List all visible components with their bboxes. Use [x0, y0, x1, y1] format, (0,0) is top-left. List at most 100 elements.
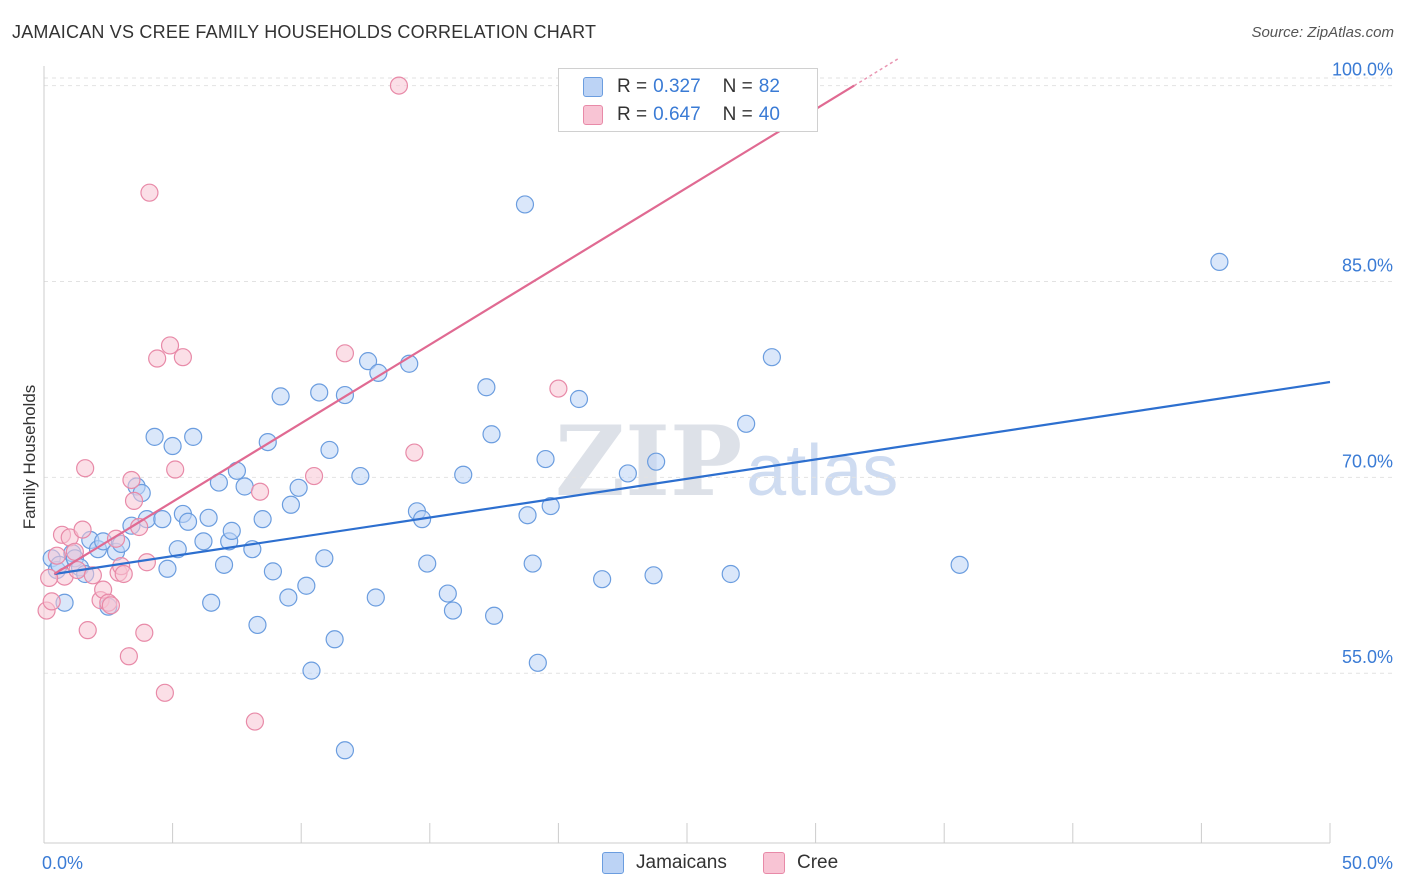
jamaicans-point — [279, 588, 298, 607]
cree-point — [114, 564, 133, 584]
cree-point — [135, 623, 154, 642]
jamaicans-point — [351, 466, 370, 486]
y-tick-label: 85.0% — [1342, 255, 1393, 275]
jamaicans-point — [482, 425, 501, 444]
legend-n-value: 82 — [758, 76, 780, 97]
jamaicans-point — [418, 554, 437, 573]
jamaicans-point — [366, 588, 385, 607]
jamaicans-point — [163, 436, 182, 456]
cree-point — [405, 443, 424, 462]
cree-point — [140, 183, 159, 202]
jamaicans-point — [593, 570, 612, 589]
jamaicans-point — [168, 540, 187, 559]
legend-item-cree[interactable]: Cree — [763, 852, 838, 874]
jamaicans-point — [485, 606, 504, 625]
cree-point — [119, 647, 138, 666]
cree-point — [148, 349, 167, 368]
jamaicans-point — [235, 477, 254, 496]
jamaicans-point — [320, 440, 339, 460]
jamaicans-point — [523, 554, 542, 573]
jamaicans-point — [443, 601, 463, 620]
jamaicans-point — [644, 566, 663, 585]
jamaicans-point — [536, 449, 555, 469]
tick-labels: 55.0% 70.0% 85.0% 100.0% 0.0% 50.0% — [42, 60, 1393, 873]
cree-point — [155, 683, 174, 702]
y-axis-label: Family Households — [20, 385, 39, 530]
jamaicans-point — [515, 195, 535, 214]
y-tick-label: 100.0% — [1332, 60, 1393, 80]
cree-points — [37, 76, 568, 731]
legend-item-jamaicans[interactable]: Jamaicans — [602, 852, 727, 874]
jamaicans-point — [263, 562, 283, 581]
cree-point — [124, 491, 144, 510]
legend-r-label: R = — [617, 76, 648, 97]
cree-trend-extension — [853, 58, 899, 87]
cree-swatch — [763, 852, 785, 874]
cree-point — [76, 459, 95, 478]
jamaicans-point — [569, 389, 589, 409]
cree-point — [122, 470, 141, 490]
jamaicans-point — [158, 559, 177, 578]
jamaicans-point — [297, 576, 316, 595]
legend-row-jamaicans: R = 0.327 N = 82 — [583, 73, 780, 101]
y-tick-label: 70.0% — [1342, 451, 1393, 471]
cree-point — [101, 596, 120, 615]
jamaicans-point — [647, 452, 666, 471]
jamaicans-point — [737, 414, 756, 433]
legend-row-cree: R = 0.647 N = 40 — [583, 101, 780, 129]
axes — [43, 66, 1331, 844]
correlation-legend: R = 0.327 N = 82 R = 0.647 N = 40 — [558, 68, 818, 132]
legend-n-value: 40 — [758, 104, 780, 125]
cree-point — [250, 482, 270, 501]
jamaicans-point — [253, 510, 272, 529]
jamaicans-point — [454, 465, 473, 484]
jamaicans-point — [950, 555, 969, 574]
jamaicans-trend-line — [54, 380, 1331, 576]
jamaicans-point — [518, 506, 537, 525]
jamaicans-point — [541, 496, 560, 516]
jamaicans-point — [477, 378, 496, 397]
jamaicans-point — [178, 512, 198, 531]
cree-point — [335, 344, 355, 363]
jamaicans-point — [248, 615, 267, 635]
jamaicans-point — [199, 508, 218, 527]
cree-point — [137, 553, 156, 572]
grid-lines — [44, 77, 1392, 674]
legend-label-jamaicans: Jamaicans — [636, 852, 727, 873]
cree-point — [304, 466, 324, 486]
jamaicans-point — [184, 427, 203, 446]
jamaicans-point — [335, 741, 355, 760]
cree-point — [173, 348, 192, 367]
trend-lines — [53, 58, 1331, 576]
cree-trend-line — [53, 84, 855, 575]
jamaicans-point — [762, 348, 781, 367]
jamaicans-point — [1210, 252, 1229, 271]
x-tick-label: 50.0% — [1342, 853, 1393, 873]
jamaicans-point — [310, 383, 329, 402]
jamaicans-point — [315, 549, 334, 568]
jamaicans-point — [721, 564, 740, 584]
cree-point — [42, 592, 61, 611]
jamaicans-point — [194, 532, 213, 551]
legend-label-cree: Cree — [797, 852, 839, 873]
legend-r-value: 0.327 — [653, 76, 701, 97]
jamaicans-point — [222, 521, 241, 540]
cree-swatch — [583, 105, 603, 125]
jamaicans-point — [271, 387, 290, 406]
cree-point — [166, 460, 185, 479]
chart-title: JAMAICAN VS CREE FAMILY HOUSEHOLDS CORRE… — [12, 22, 597, 42]
jamaicans-point — [358, 352, 378, 371]
cree-point — [549, 379, 568, 398]
jamaicans-points — [42, 195, 1229, 760]
legend-r-label: R = — [617, 104, 648, 125]
jamaicans-point — [528, 653, 547, 672]
jamaicans-point — [325, 630, 344, 649]
jamaicans-point — [281, 495, 301, 514]
jamaicans-swatch — [583, 77, 603, 97]
cree-point — [83, 566, 102, 585]
x-tick-label: 0.0% — [42, 853, 83, 873]
cree-point — [160, 336, 180, 355]
jamaicans-point — [289, 478, 308, 497]
legend-r-value: 0.647 — [653, 104, 701, 125]
cree-point — [47, 546, 66, 565]
